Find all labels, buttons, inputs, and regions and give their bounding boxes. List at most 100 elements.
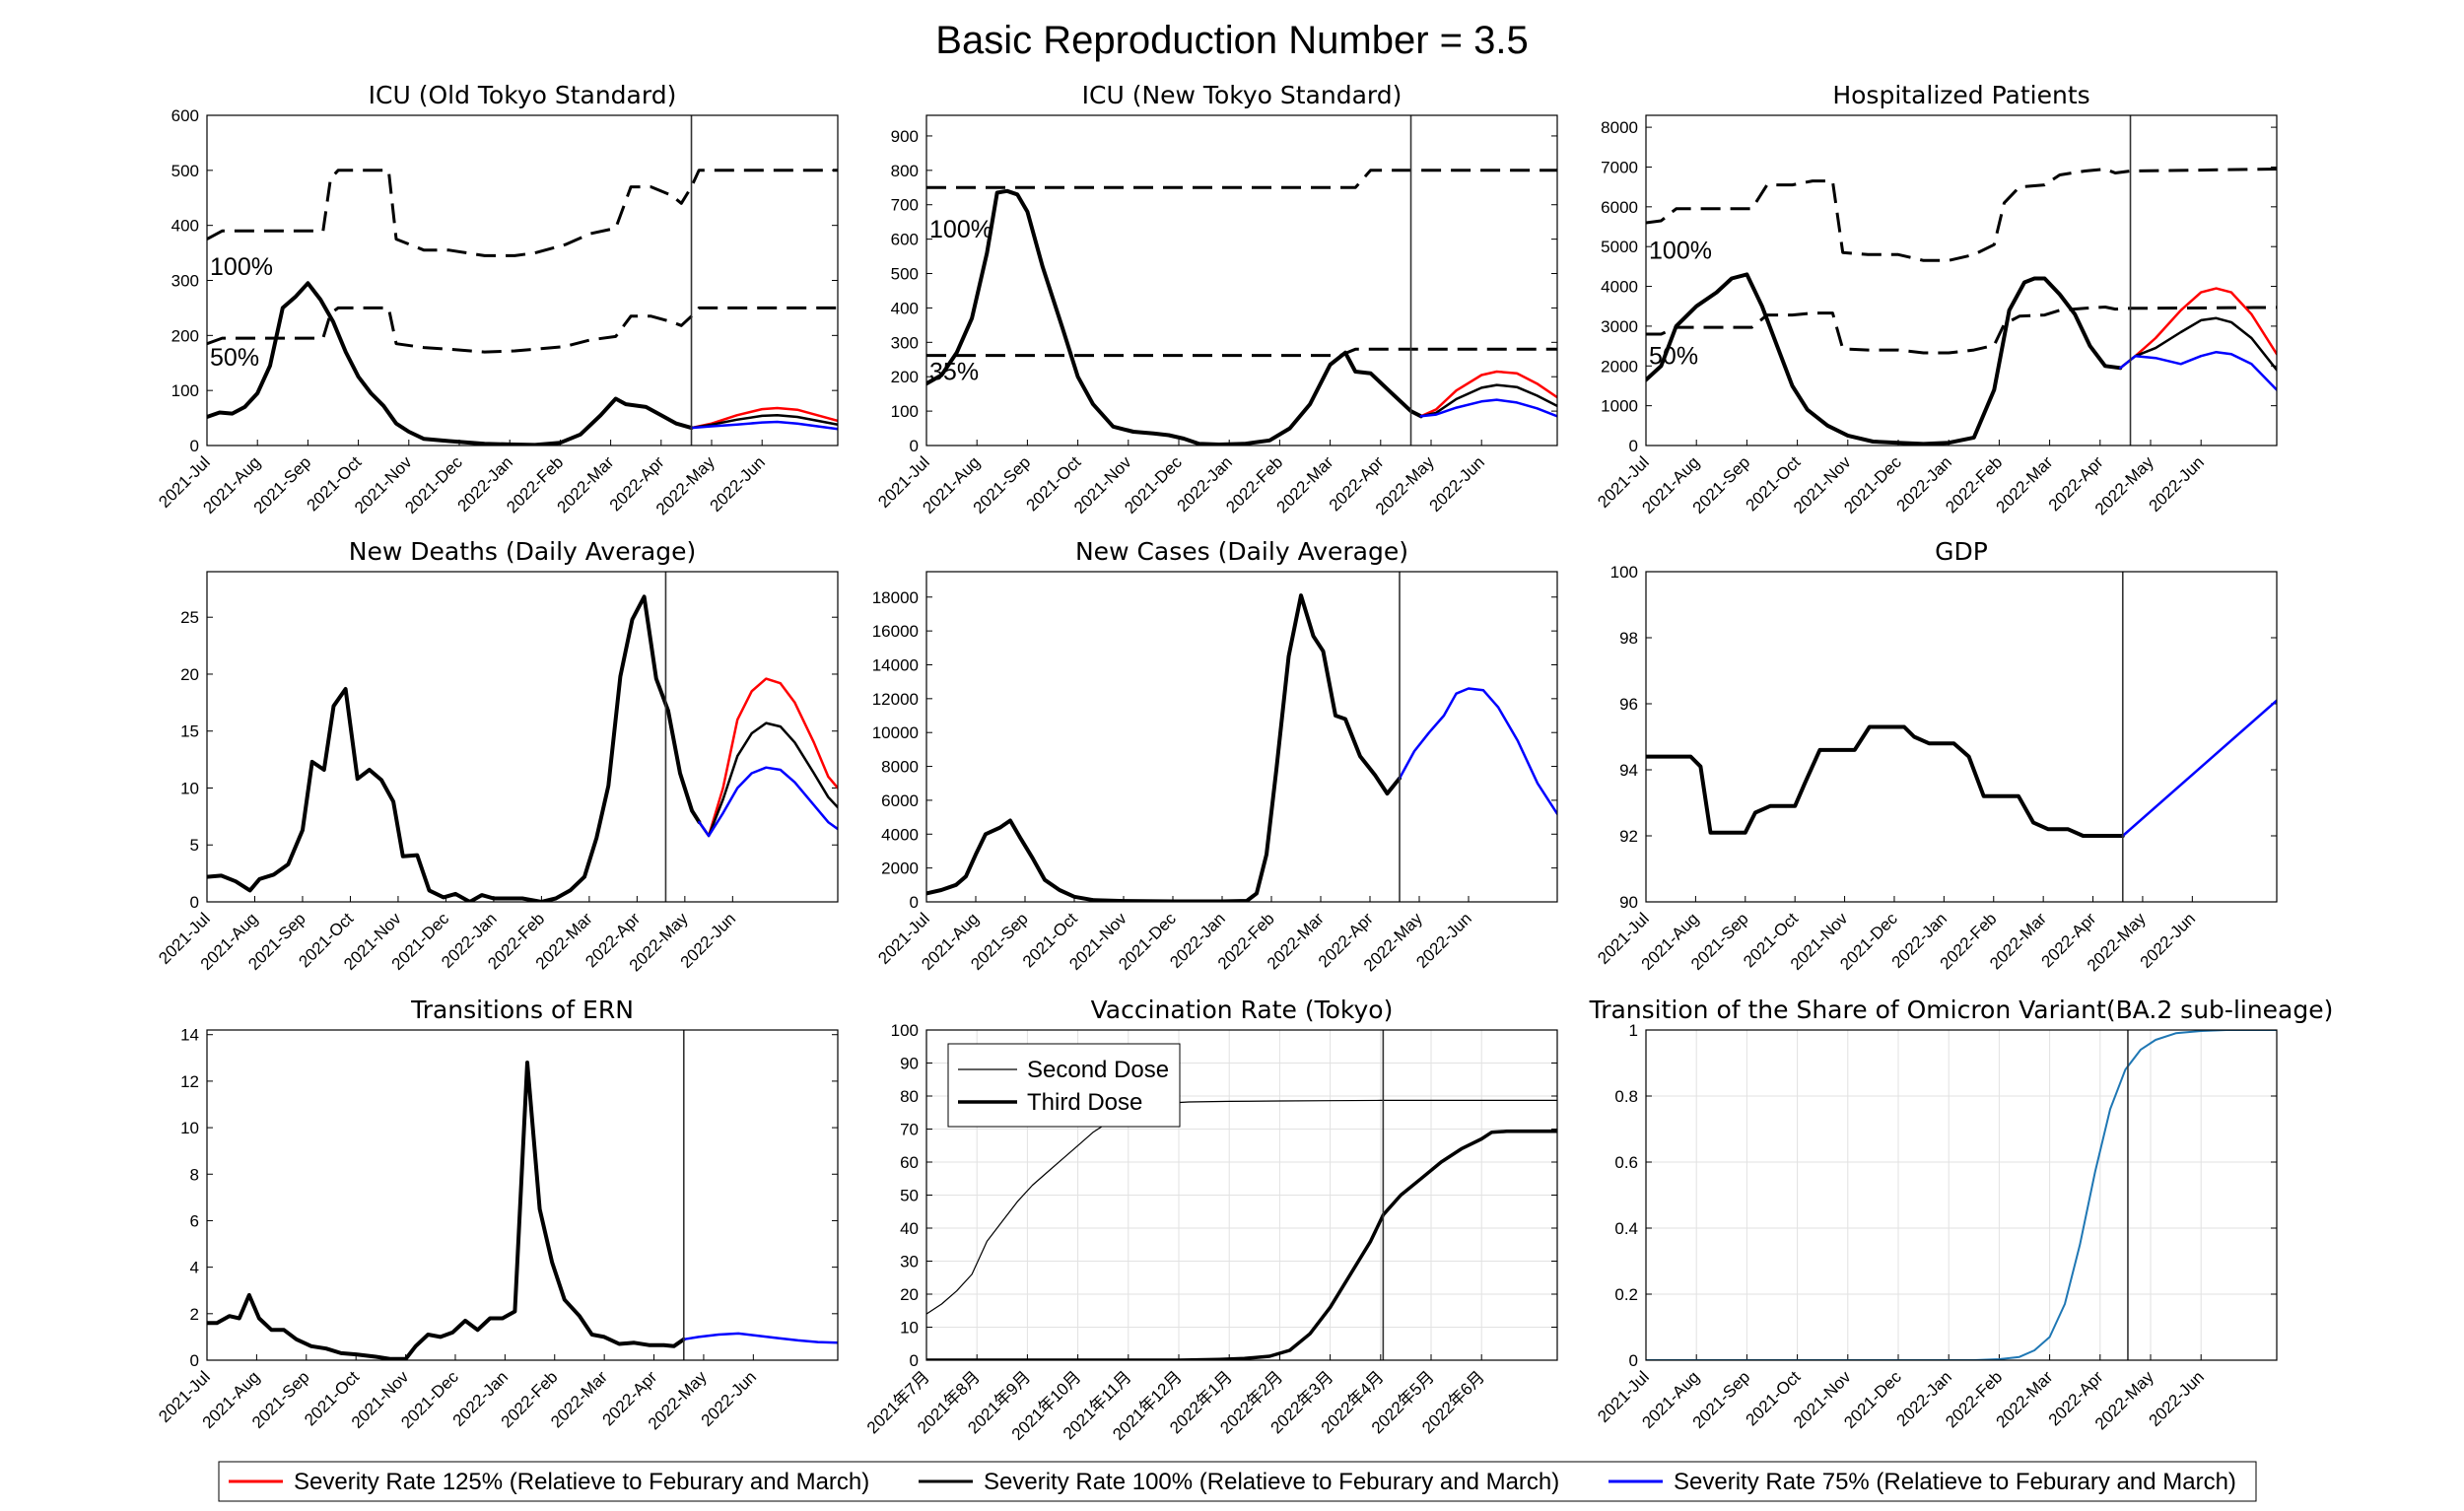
series-group	[207, 1061, 838, 1360]
y-tick-label: 300	[171, 272, 199, 291]
figure-suptitle: Basic Reproduction Number = 3.5	[935, 19, 1528, 62]
x-tick-label: 2022-Jun	[1425, 452, 1488, 515]
series-line-2	[207, 281, 694, 446]
y-tick-label: 40	[900, 1219, 919, 1238]
y-tick-label: 16000	[872, 622, 919, 641]
y-tick-label: 900	[891, 127, 919, 146]
x-tick-label: 2022-Jun	[698, 1367, 761, 1430]
y-tick-label: 300	[891, 333, 919, 352]
y-tick-label: 2000	[1601, 357, 1638, 376]
y-tick-label: 18000	[872, 588, 919, 607]
x-tick-label: 2022-Jun	[706, 452, 769, 515]
y-tick-label: 100	[891, 1021, 919, 1040]
series-line-5	[690, 420, 838, 431]
chart-panel-icu_new: ICU (New Tokyo Standard) 0 100 200 300 400 500…	[874, 81, 1558, 518]
y-tick-label: 90	[900, 1055, 919, 1073]
y-tick-label: 0	[910, 437, 919, 455]
x-tick-label: 2022-Jun	[2137, 909, 2200, 972]
plot-frame	[925, 571, 1558, 903]
series-line-0	[207, 169, 838, 257]
chart-panel-new_cases: New Cases (Daily Average) 0 2000 4000 6000 80…	[872, 537, 1558, 975]
series-line-0	[1646, 168, 2277, 262]
x-tick-label: 2022-Jun	[2145, 452, 2208, 515]
chart-panel-hospitalized: Hospitalized Patients 0 1000 2000 3000 4000 50…	[1594, 81, 2278, 518]
y-tick-label: 0	[190, 893, 199, 912]
chart-panel-vaccination: Vaccination Rate (Tokyo) 0 10 20 30 40 50 60 70 8…	[863, 996, 1558, 1444]
figure-legend: Severity Rate 125% (Relatieve to Feburar…	[218, 1461, 2257, 1502]
y-tick-label: 0.4	[1614, 1219, 1638, 1238]
series-line-1	[207, 306, 838, 354]
y-tick-label: 8000	[881, 758, 919, 777]
series-line-0	[1646, 724, 2125, 838]
plot-frame	[1645, 114, 2278, 446]
series-line-1	[926, 347, 1557, 358]
y-tick-label: 8000	[1601, 118, 1638, 137]
series-group	[1646, 699, 2277, 838]
y-tick-label: 90	[1619, 893, 1638, 912]
y-tick-label: 2000	[881, 859, 919, 878]
plot-frame	[206, 571, 839, 903]
y-tick-label: 4000	[1601, 278, 1638, 297]
legend-label-125: Severity Rate 125% (Relatieve to Feburar…	[294, 1469, 869, 1495]
series-line-2	[1646, 272, 2123, 446]
y-tick-label: 98	[1619, 629, 1638, 648]
y-tick-label: 2	[190, 1305, 199, 1324]
y-tick-label: 0	[1629, 437, 1638, 455]
y-tick-label: 50	[900, 1187, 919, 1205]
series-line-0	[207, 594, 702, 902]
plot-area	[1646, 572, 2277, 902]
y-tick-label: 5000	[1601, 238, 1638, 256]
panel-title: Transitions of ERN	[410, 996, 634, 1024]
panel-title: Transition of the Share of Omicron Varia…	[1589, 996, 2334, 1024]
series-group	[926, 1099, 1557, 1360]
y-tick-label: 20	[180, 665, 199, 684]
panel-legend-label: Third Dose	[1027, 1089, 1142, 1116]
y-tick-label: 6	[190, 1211, 199, 1230]
series-group	[207, 169, 838, 446]
annotation-label: 100%	[210, 253, 273, 281]
y-tick-label: 7000	[1601, 158, 1638, 176]
chart-panel-new_deaths: New Deaths (Daily Average)05101520252021…	[155, 537, 839, 975]
y-tick-label: 0	[1629, 1351, 1638, 1370]
y-tick-label: 8	[190, 1165, 199, 1184]
annotation-label: 35%	[929, 359, 979, 386]
series-line-1	[698, 677, 838, 838]
y-tick-label: 14	[180, 1026, 199, 1045]
series-line-3	[698, 766, 838, 838]
series-line-1	[1646, 306, 2277, 355]
series-line-2	[698, 721, 838, 838]
y-tick-label: 100	[1610, 563, 1638, 582]
panel-title: ICU (New Tokyo Standard)	[1082, 81, 1403, 109]
plot-frame	[206, 1029, 839, 1361]
y-tick-label: 800	[891, 162, 919, 180]
legend-box	[218, 1461, 2257, 1502]
panel-title: ICU (Old Tokyo Standard)	[369, 81, 677, 109]
y-tick-label: 0	[910, 893, 919, 912]
chart-panel-ern: Transitions of ERN024681012142021-Jul202…	[155, 996, 839, 1433]
y-tick-label: 200	[171, 326, 199, 345]
plot-frame	[1645, 571, 2278, 903]
panel-title: Hospitalized Patients	[1832, 81, 2089, 109]
chart-panel-gdp: GDP90929496981002021-Jul2021-Aug2021-Sep…	[1594, 537, 2278, 975]
chart-panel-omicron_share: Transition of the Share of Omicron Varia…	[1589, 996, 2334, 1433]
series-line-4	[690, 414, 838, 430]
series-group	[207, 594, 838, 902]
series-line-5	[1419, 398, 1557, 418]
series-line-1	[1398, 687, 1557, 815]
series-line-2	[926, 188, 1423, 446]
y-tick-label: 25	[180, 608, 199, 627]
y-tick-label: 0	[910, 1351, 919, 1370]
panel-title: GDP	[1935, 537, 1988, 566]
y-tick-label: 6000	[881, 791, 919, 810]
series-group	[1646, 168, 2277, 446]
y-tick-label: 10000	[872, 723, 919, 742]
y-tick-label: 0.8	[1614, 1087, 1638, 1106]
annotation-label: 50%	[1649, 342, 1698, 370]
plot-frame	[925, 1029, 1558, 1361]
series-line-1	[926, 1130, 1557, 1360]
y-tick-label: 15	[180, 722, 199, 741]
y-tick-label: 4	[190, 1259, 199, 1277]
y-tick-label: 3000	[1601, 317, 1638, 336]
y-tick-label: 96	[1619, 695, 1638, 714]
y-tick-label: 4000	[881, 825, 919, 844]
